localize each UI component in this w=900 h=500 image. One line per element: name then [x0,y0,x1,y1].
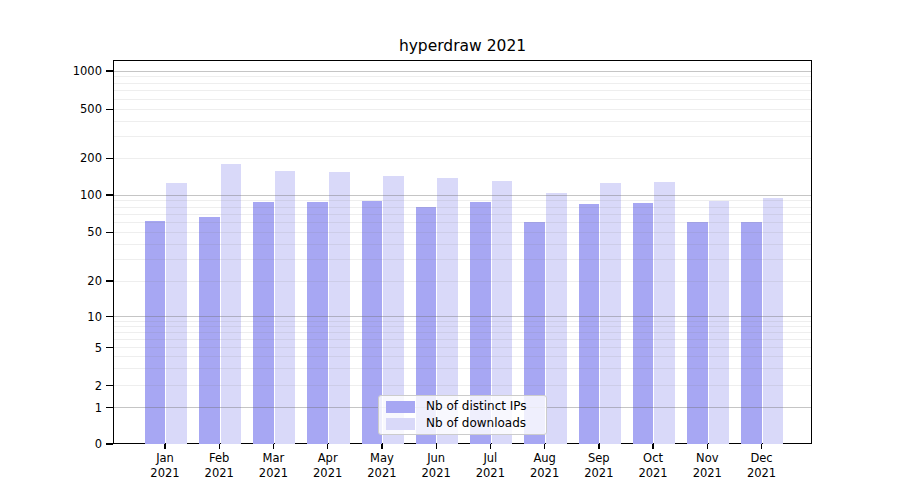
y-tick-label: 0 [40,437,102,451]
x-axis-tick [436,444,437,449]
x-axis-tick [164,444,165,449]
x-axis-tick [327,444,328,449]
gridline-minor [114,90,811,91]
gridline-major [114,195,811,196]
legend-item-downloads: Nb of downloads [386,417,539,430]
y-tick-label: 20 [40,274,102,288]
y-axis-tick [106,232,113,233]
gridline-minor [114,207,811,208]
gridline-minor [114,200,811,201]
x-tick-label: Aug 2021 [517,451,573,481]
gridline-minor [114,76,811,77]
gridline-minor [114,339,811,340]
y-axis-tick [106,347,113,348]
x-axis-tick [381,444,382,449]
legend-item-distinct-ips: Nb of distinct IPs [386,400,539,413]
x-tick-label: Jul 2021 [462,451,518,481]
y-tick-label: 1000 [40,64,102,78]
gridline-minor [114,121,811,122]
gridline-major [114,71,811,72]
y-tick-label: 5 [40,341,102,355]
gridline-minor [114,385,811,386]
gridline-minor [114,83,811,84]
y-tick-label: 10 [40,310,102,324]
y-axis-tick [106,109,113,110]
x-axis-tick [761,444,762,449]
y-axis-tick [106,158,113,159]
x-axis-tick [273,444,274,449]
gridline-minor [114,232,811,233]
y-tick-label: 2 [40,379,102,393]
gridline-minor [114,222,811,223]
y-tick-label: 50 [40,225,102,239]
gridline-minor [114,214,811,215]
x-axis-tick [219,444,220,449]
gridline-minor [114,356,811,357]
y-axis-tick [106,385,113,386]
gridline-minor [114,99,811,100]
bar-downloads-apr [329,172,350,444]
x-tick-label: Oct 2021 [625,451,681,481]
x-tick-label: Jan 2021 [137,451,193,481]
chart: hyperdraw 2021 Nb of distinct IPs Nb of … [0,0,900,500]
bar-downloads-mar [275,171,296,444]
x-tick-label: Feb 2021 [191,451,247,481]
gridline-minor [114,326,811,327]
x-tick-label: Dec 2021 [734,451,790,481]
y-axis-tick [106,280,113,281]
legend-label-distinct-ips: Nb of distinct IPs [426,400,527,413]
x-axis-tick [544,444,545,449]
gridline-minor [114,368,811,369]
gridline-minor [114,158,811,159]
legend-label-downloads: Nb of downloads [426,417,526,430]
legend-swatch-downloads [386,418,415,430]
x-axis-tick [707,444,708,449]
gridline-minor [114,347,811,348]
gridline-minor [114,281,811,282]
gridline-minor [114,332,811,333]
x-tick-label: Nov 2021 [679,451,735,481]
gridline-minor [114,109,811,110]
y-tick-label: 100 [40,188,102,202]
x-tick-label: Jun 2021 [408,451,464,481]
y-axis-tick [106,407,113,408]
gridline-minor [114,244,811,245]
gridline-minor [114,259,811,260]
x-axis-tick [598,444,599,449]
x-tick-label: Mar 2021 [245,451,301,481]
x-axis-tick [652,444,653,449]
legend-swatch-distinct-ips [386,401,415,413]
x-tick-label: Sep 2021 [571,451,627,481]
gridline-minor [114,321,811,322]
y-axis-tick [106,70,113,71]
gridline-major [114,316,811,317]
bar-distinct-ips-nov [687,222,708,444]
x-tick-label: Apr 2021 [300,451,356,481]
y-tick-label: 200 [40,151,102,165]
y-tick-label: 500 [40,102,102,116]
x-axis-tick [490,444,491,449]
y-axis-tick [106,443,113,444]
bar-distinct-ips-feb [199,217,220,444]
y-axis-tick [106,194,113,195]
legend: Nb of distinct IPs Nb of downloads [378,395,547,435]
chart-title: hyperdraw 2021 [113,37,812,55]
y-tick-label: 1 [40,401,102,415]
y-axis-tick [106,316,113,317]
gridline-minor [114,136,811,137]
x-tick-label: May 2021 [354,451,410,481]
